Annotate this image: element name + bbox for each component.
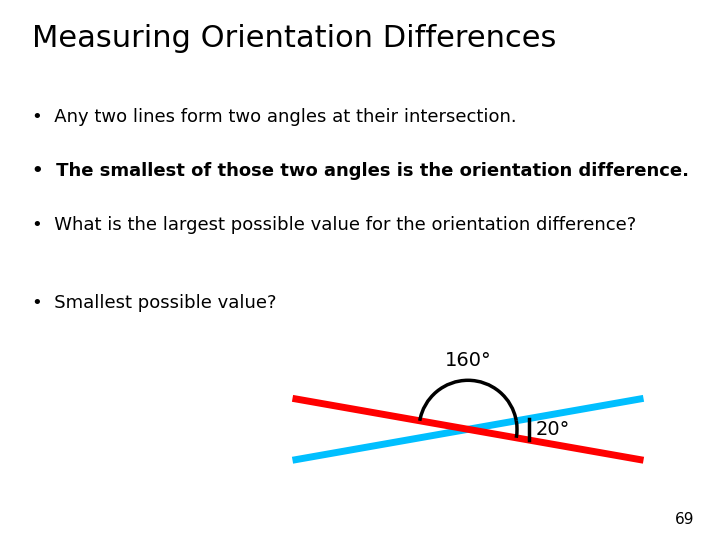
Text: •  What is the largest possible value for the orientation difference?: • What is the largest possible value for…: [32, 216, 636, 234]
Text: •  Any two lines form two angles at their intersection.: • Any two lines form two angles at their…: [32, 108, 517, 126]
Text: •  The smallest of those two angles is the orientation difference.: • The smallest of those two angles is th…: [32, 162, 690, 180]
Text: 160°: 160°: [445, 350, 491, 369]
Text: 20°: 20°: [536, 420, 570, 439]
Text: •  Smallest possible value?: • Smallest possible value?: [32, 294, 277, 312]
Text: 69: 69: [675, 511, 695, 526]
Text: Measuring Orientation Differences: Measuring Orientation Differences: [32, 24, 557, 53]
